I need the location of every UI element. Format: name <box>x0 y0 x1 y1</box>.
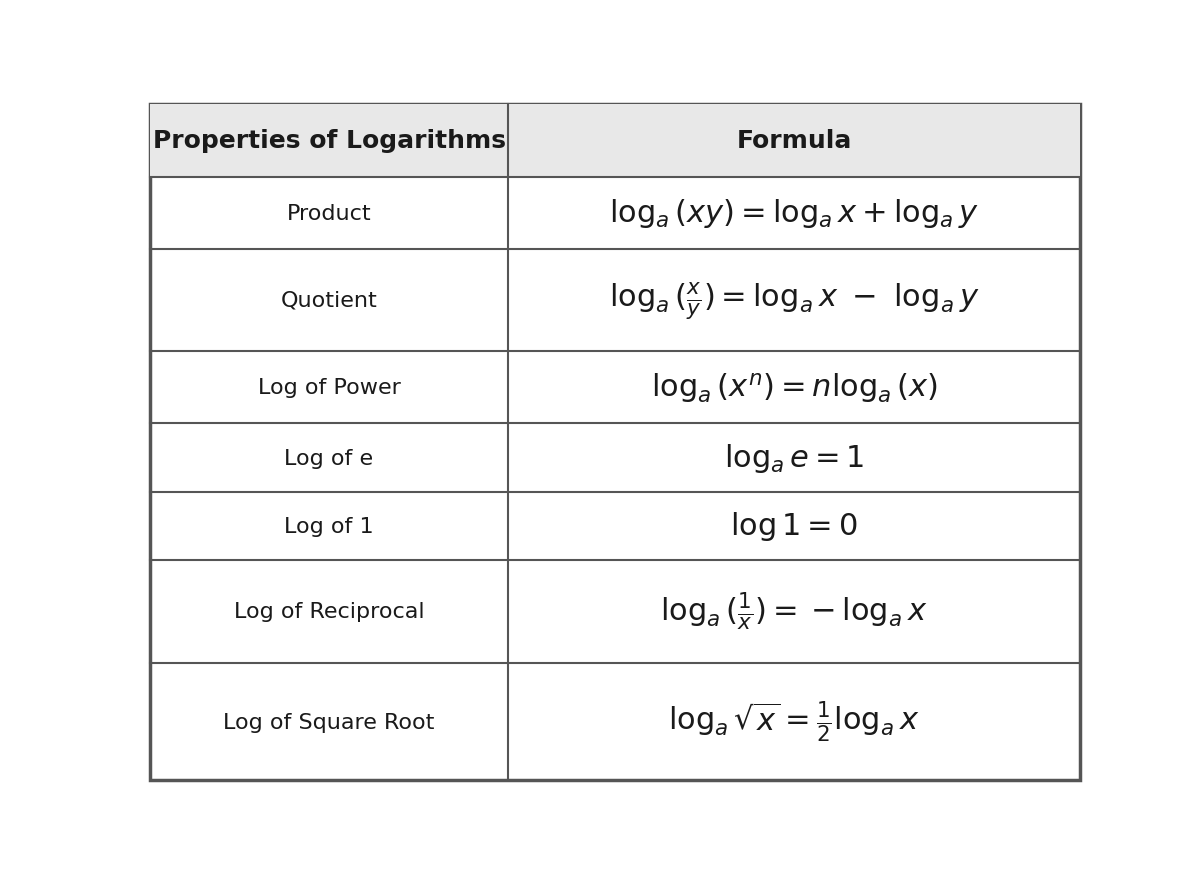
Text: Log of 1: Log of 1 <box>284 517 374 537</box>
Text: $\log_{a}(xy) = \log_{a}x + \log_{a}y$: $\log_{a}(xy) = \log_{a}x + \log_{a}y$ <box>608 196 979 230</box>
Text: $\log_{a}(\frac{x}{y}) = \log_{a}x\ -\ \log_{a}y$: $\log_{a}(\frac{x}{y}) = \log_{a}x\ -\ \… <box>608 280 979 321</box>
Text: Log of Reciprocal: Log of Reciprocal <box>234 602 425 622</box>
Text: $\log_{a}(x^{n}) = n\log_{a}(x)$: $\log_{a}(x^{n}) = n\log_{a}(x)$ <box>650 371 937 405</box>
Text: $\log_{a}e = 1$: $\log_{a}e = 1$ <box>724 442 864 474</box>
Text: $\log_{a}\sqrt{x} = \frac{1}{2}\log_{a}x$: $\log_{a}\sqrt{x} = \frac{1}{2}\log_{a}x… <box>668 699 920 745</box>
Text: Quotient: Quotient <box>281 290 377 310</box>
Text: Log of Power: Log of Power <box>258 378 401 398</box>
Text: $\log_{a}(\frac{1}{x}) = -\log_{a}x$: $\log_{a}(\frac{1}{x}) = -\log_{a}x$ <box>660 591 928 632</box>
Bar <box>150 105 1080 177</box>
Text: Properties of Logarithms: Properties of Logarithms <box>152 129 505 153</box>
Text: Product: Product <box>287 203 371 224</box>
Text: $\log 1 = 0$: $\log 1 = 0$ <box>730 510 858 543</box>
Text: Log of e: Log of e <box>284 448 373 468</box>
Text: Formula: Formula <box>737 129 852 153</box>
Text: Log of Square Root: Log of Square Root <box>223 712 434 731</box>
